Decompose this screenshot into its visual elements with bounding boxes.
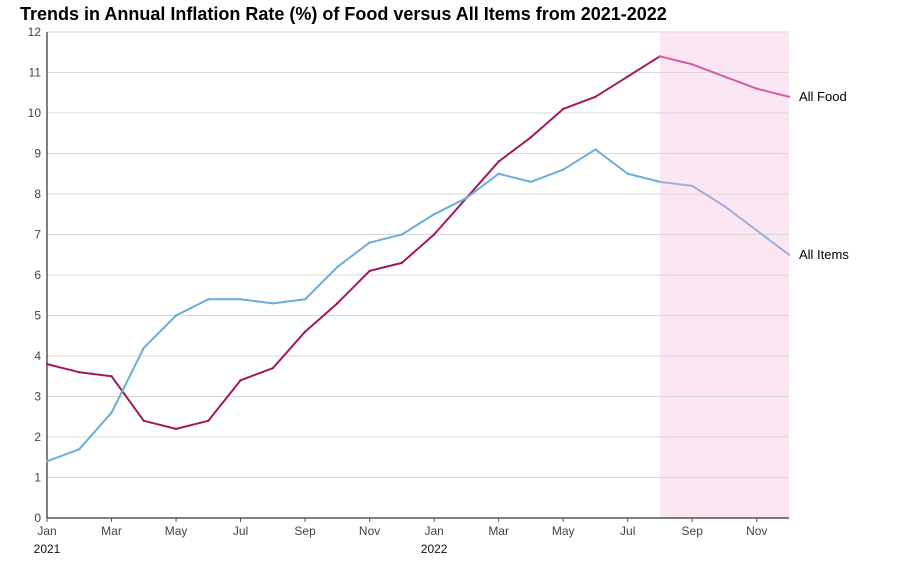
data-point (368, 241, 371, 244)
data-point (432, 233, 436, 236)
data-point (787, 253, 791, 256)
data-point (497, 160, 500, 163)
y-tick-label: 10 (28, 106, 42, 120)
data-point (239, 379, 242, 382)
x-year-label: 2021 (34, 542, 61, 556)
series-layer (45, 55, 791, 463)
data-point (626, 75, 629, 78)
data-point (239, 298, 242, 301)
y-tick-label: 2 (34, 430, 41, 444)
data-point (529, 180, 533, 184)
data-point (142, 346, 145, 350)
data-point (45, 460, 49, 463)
data-point (303, 330, 307, 333)
x-tick-label: Jul (620, 524, 635, 538)
series-line-0 (46, 55, 661, 430)
x-tick-label: Jan (424, 524, 443, 538)
y-tick-label: 4 (34, 349, 41, 363)
data-point (207, 298, 210, 301)
data-point (271, 366, 275, 370)
data-point (400, 233, 404, 236)
x-tick-label: May (552, 524, 575, 538)
y-tick-label: 9 (34, 147, 41, 161)
data-point (174, 427, 178, 431)
y-tick-label: 6 (34, 268, 41, 282)
labels-layer: All Food All Items (799, 89, 849, 262)
data-point (787, 95, 791, 99)
x-tick-label: May (165, 524, 188, 538)
data-point (594, 148, 597, 151)
data-point (594, 95, 597, 99)
data-point (432, 213, 436, 216)
series-label: All Food (799, 89, 847, 104)
data-point (691, 63, 694, 66)
data-point (626, 172, 629, 175)
y-tick-label: 8 (34, 187, 41, 201)
series-label: All Items (799, 247, 849, 262)
series-line-1 (46, 148, 661, 463)
y-tick-label: 11 (29, 66, 42, 80)
data-point (723, 75, 726, 78)
data-point (658, 180, 662, 184)
data-point (561, 168, 565, 171)
x-tick-label: Mar (488, 524, 509, 538)
y-tick-label: 1 (34, 471, 41, 485)
x-tick-label: Mar (101, 524, 122, 538)
x-tick-label: Nov (746, 524, 767, 538)
y-tick-label: 5 (34, 309, 41, 323)
data-point (465, 196, 468, 200)
data-point (110, 411, 113, 414)
data-point (110, 375, 113, 378)
data-point (142, 419, 145, 422)
data-point (497, 172, 500, 175)
x-tick-label: Jan (37, 524, 56, 538)
data-point (45, 362, 49, 366)
data-point (691, 184, 694, 188)
x-tick-label: Jul (233, 524, 248, 538)
data-point (78, 371, 81, 374)
data-point (658, 55, 662, 58)
y-tick-label: 0 (34, 511, 41, 525)
x-tick-label: Sep (682, 524, 704, 538)
x-tick-label: Sep (294, 524, 316, 538)
data-point (400, 261, 404, 265)
data-point (368, 269, 371, 273)
data-point (336, 265, 339, 269)
data-point (207, 419, 210, 422)
data-point (561, 107, 565, 111)
y-tick-label: 12 (28, 25, 42, 39)
data-point (723, 204, 726, 208)
gridlines-layer (47, 31, 789, 478)
data-point (755, 87, 758, 90)
data-point (529, 136, 533, 139)
data-point (78, 447, 81, 451)
data-point (174, 314, 178, 317)
y-tick-label: 7 (34, 228, 41, 242)
x-year-label: 2022 (421, 542, 448, 556)
data-point (271, 302, 275, 305)
chart-title: Trends in Annual Inflation Rate (%) of F… (20, 4, 667, 24)
x-tick-label: Nov (359, 524, 380, 538)
y-tick-label: 3 (34, 390, 41, 404)
data-point (755, 229, 758, 232)
data-point (303, 298, 307, 301)
data-point (336, 302, 339, 305)
